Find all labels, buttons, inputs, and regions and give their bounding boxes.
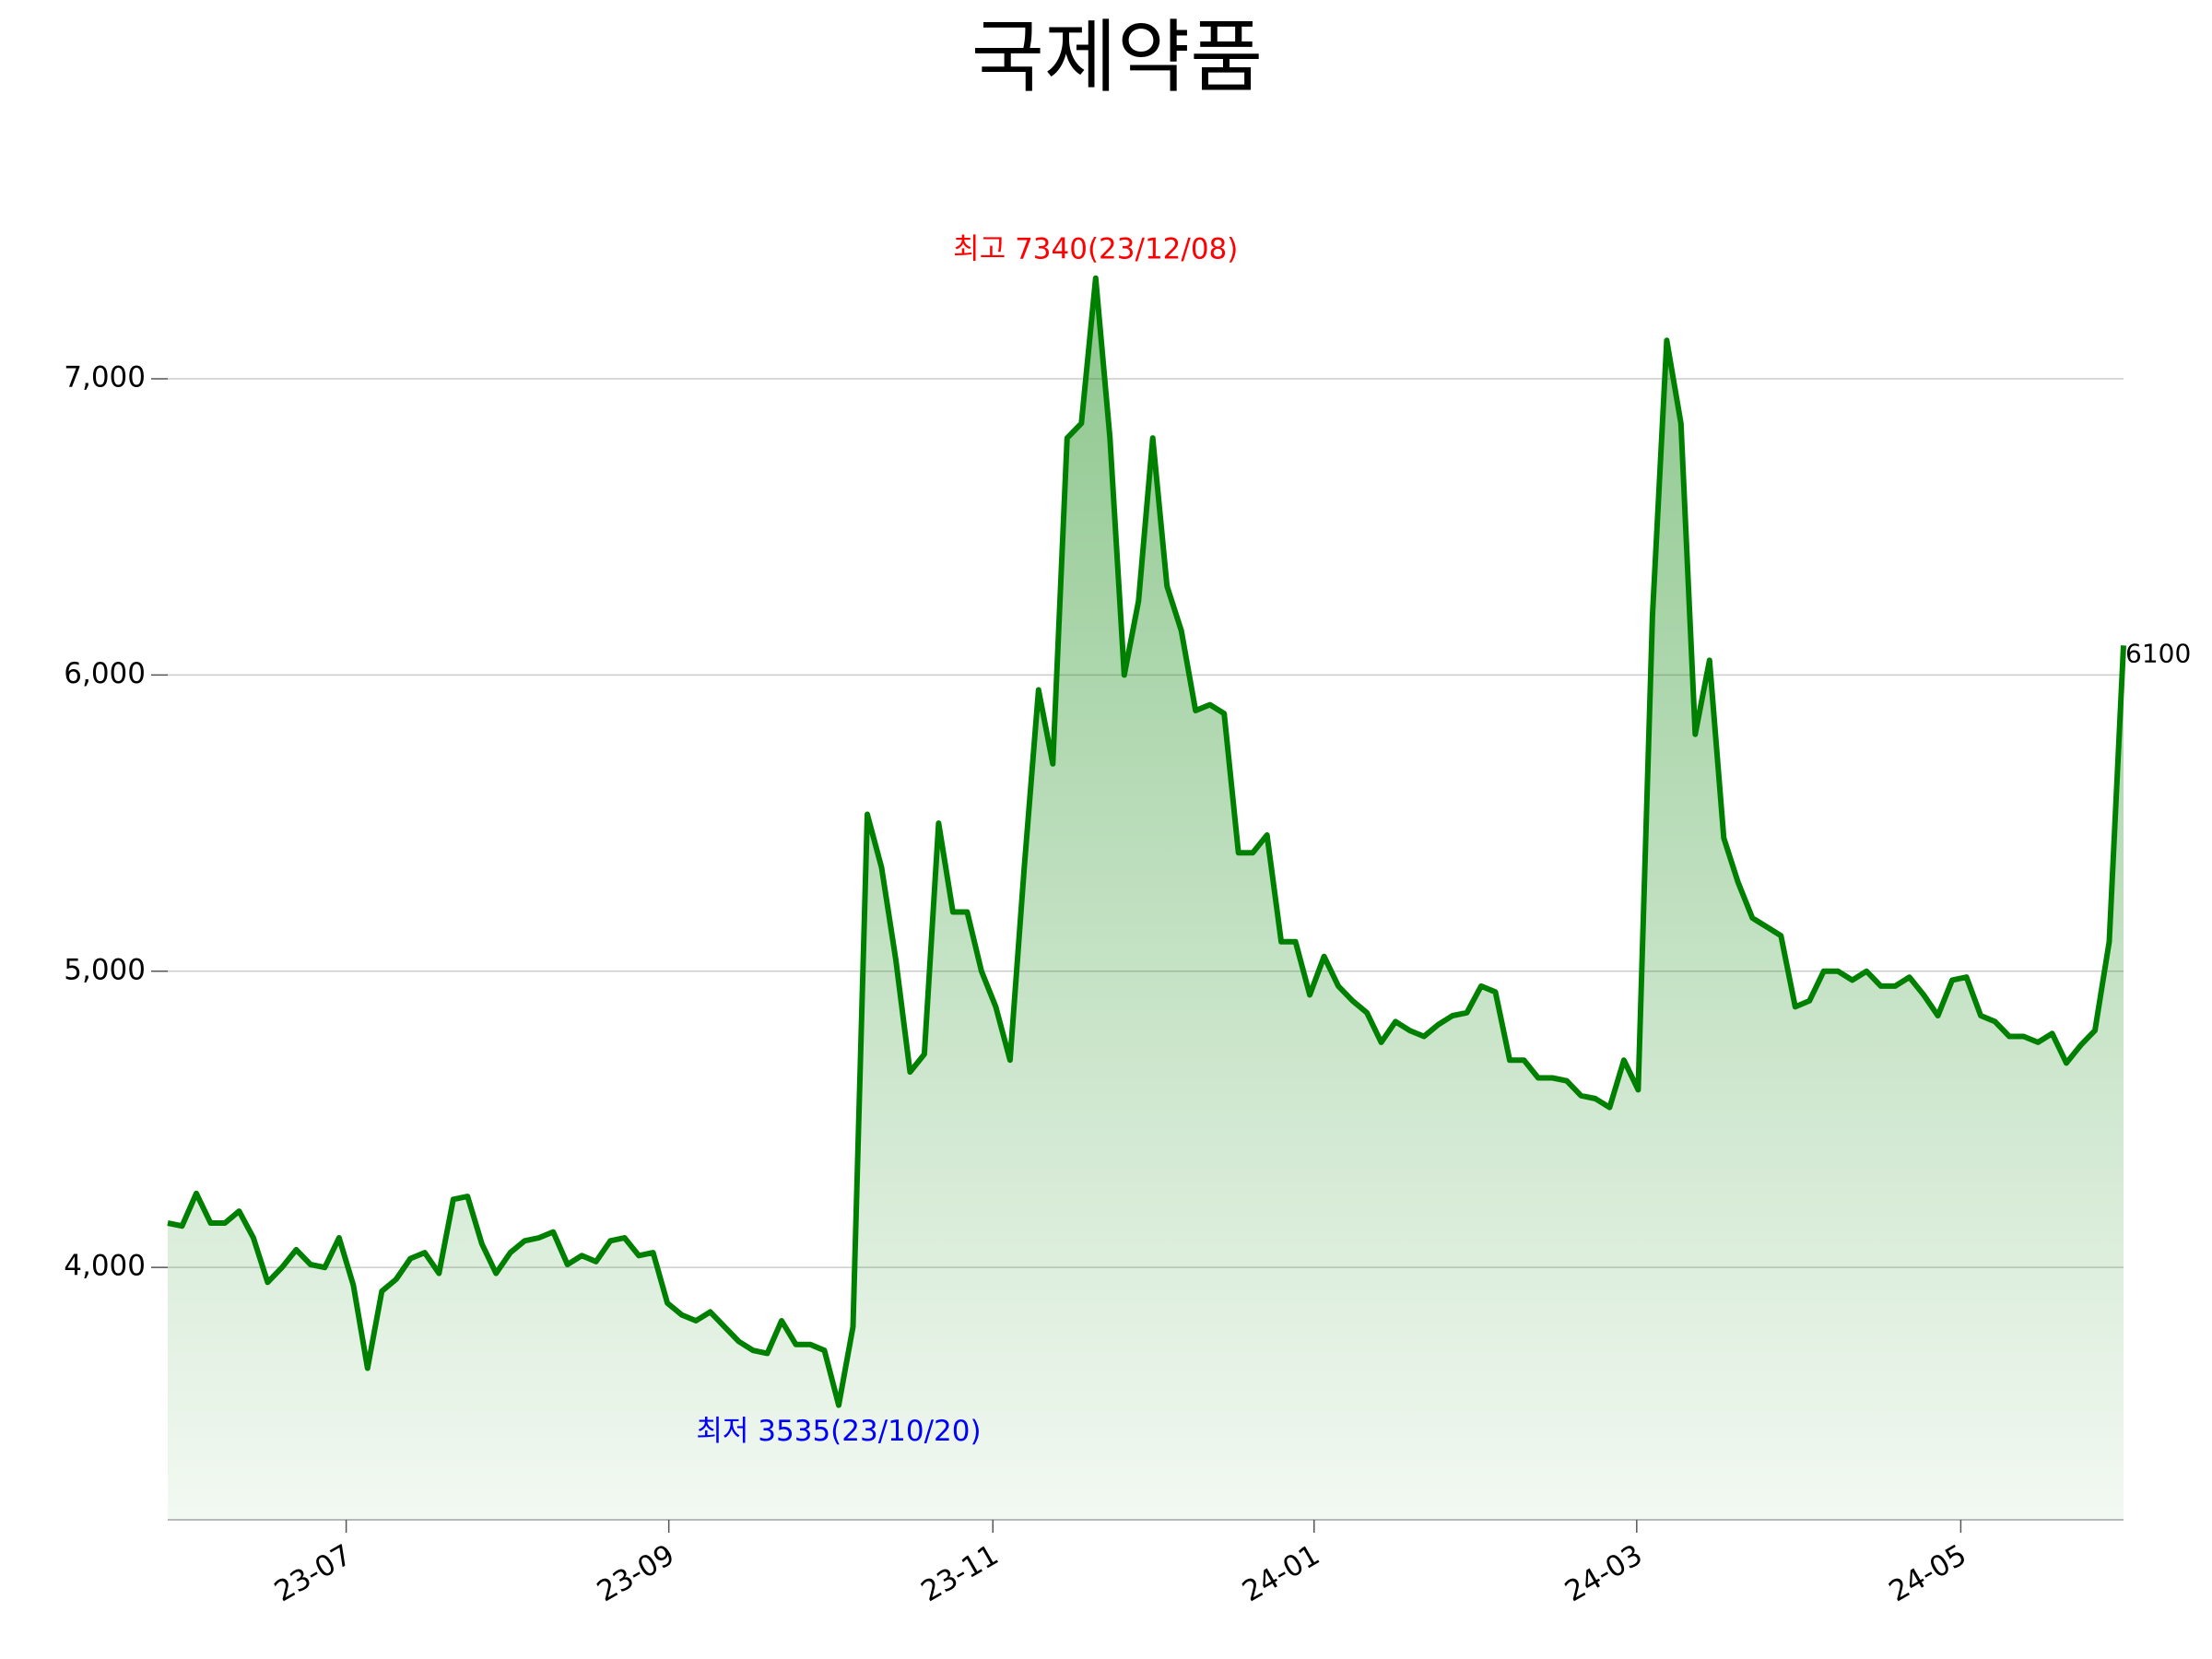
annotation: 최저 3535(23/10/20) <box>696 1415 981 1448</box>
x-tick-label: 23-07 <box>269 1538 358 1608</box>
annotation: 최고 7340(23/12/08) <box>953 232 1238 265</box>
x-tick-label: 23-09 <box>592 1538 680 1608</box>
x-tick-label: 24-03 <box>1559 1538 1648 1608</box>
chart-title: 국제약품 <box>971 11 1263 103</box>
y-tick-label: 4,000 <box>64 1250 146 1283</box>
last-value-label: 6100 <box>2125 638 2191 668</box>
y-tick-label: 6,000 <box>64 657 146 690</box>
x-tick-label: 24-01 <box>1237 1538 1325 1608</box>
x-tick-label: 23-11 <box>915 1538 1004 1608</box>
price-line <box>167 275 2126 1408</box>
y-tick-label: 5,000 <box>64 953 146 986</box>
x-tick-label: 24-05 <box>1884 1538 1972 1608</box>
y-tick-label: 7,000 <box>64 361 146 394</box>
area <box>168 277 2124 1520</box>
